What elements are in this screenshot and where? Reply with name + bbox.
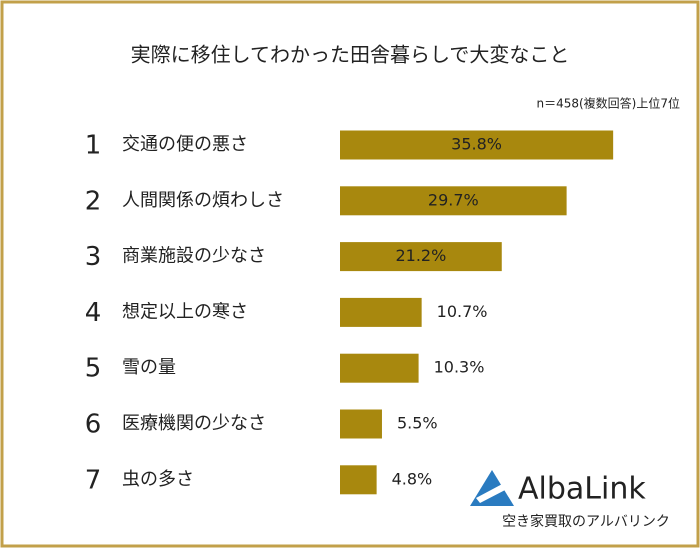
logo-stripe — [476, 482, 509, 503]
category-label: 雪の量 — [122, 357, 176, 378]
category-label: 想定以上の寒さ — [122, 301, 248, 322]
value-label: 21.2% — [395, 246, 446, 265]
rank: 3 — [85, 242, 102, 272]
bar — [340, 242, 502, 272]
subtitle: n＝458(複数回答)上位7位 — [536, 96, 680, 111]
category-label: 虫の多さ — [122, 469, 194, 490]
bar — [340, 130, 614, 160]
bar — [340, 409, 382, 439]
bar — [340, 353, 419, 383]
logo-tagline: 空き家買取のアルバリンク — [502, 513, 670, 530]
value-label: 35.8% — [451, 135, 502, 154]
value-label: 5.5% — [397, 414, 438, 433]
rank: 5 — [85, 354, 102, 384]
rank: 1 — [85, 131, 102, 161]
rank: 2 — [85, 186, 102, 216]
logo-name: AlbaLink — [518, 472, 646, 507]
category-label: 交通の便の悪さ — [122, 134, 248, 155]
rank: 4 — [85, 298, 102, 328]
category-label: 人間関係の煩わしさ — [122, 190, 284, 211]
category-label: 商業施設の少なさ — [122, 246, 266, 267]
chart-title: 実際に移住してわかった田舎暮らしで大変なこと — [131, 43, 570, 67]
value-label: 29.7% — [428, 190, 479, 209]
value-label: 10.7% — [437, 302, 488, 321]
rank: 7 — [85, 465, 102, 495]
bar — [340, 297, 422, 327]
value-label: 10.3% — [434, 358, 485, 377]
category-label: 医療機関の少なさ — [122, 413, 266, 434]
bar — [340, 186, 567, 216]
logo-icon — [470, 470, 514, 506]
bar — [340, 465, 377, 495]
rank: 6 — [85, 410, 102, 440]
value-label: 4.8% — [392, 469, 433, 488]
